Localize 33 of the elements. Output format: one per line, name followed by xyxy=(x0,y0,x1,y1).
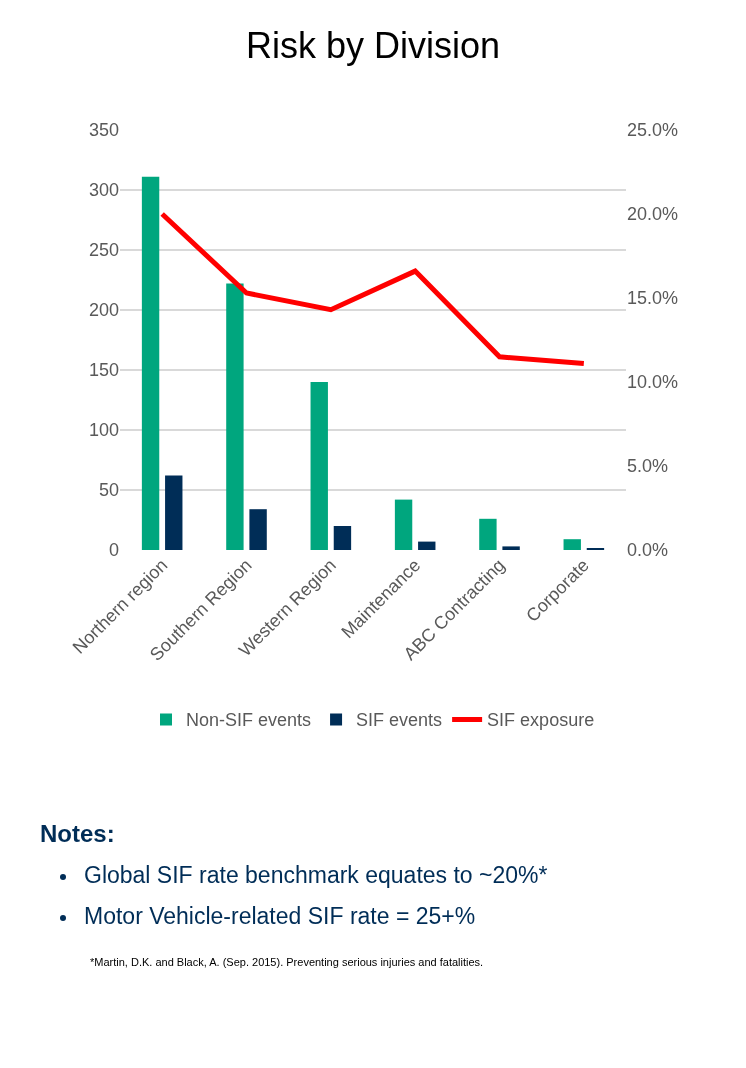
legend-label: SIF exposure xyxy=(487,710,595,731)
text: Notes: xyxy=(40,820,115,847)
legend-label: Non-SIF events xyxy=(186,710,312,731)
y-tick-label: 150 xyxy=(88,360,119,381)
bar xyxy=(394,499,413,550)
bar xyxy=(563,539,581,550)
bar xyxy=(418,541,436,550)
bar xyxy=(249,509,267,550)
y2-tick-label: 20.0% xyxy=(627,204,679,225)
y-tick-label: 0 xyxy=(108,540,119,561)
y2-tick-label: 15.0% xyxy=(627,288,679,309)
legend-label: SIF events xyxy=(356,710,443,731)
y2-tick-label: 25.0% xyxy=(627,120,679,141)
text: Global SIF rate benchmark equates to ~20%* xyxy=(84,862,548,888)
y-tick-label: 50 xyxy=(98,480,119,501)
bar xyxy=(333,526,352,550)
text: *Martin, D.K. and Black, A. (Sep. 2015). Preventing serious injuries and fatalities. xyxy=(90,956,484,968)
bar xyxy=(502,546,520,550)
y2-tick-label: 10.0% xyxy=(627,372,679,393)
y2-tick-label: 5.0% xyxy=(627,456,669,477)
chart-title: Risk by Division xyxy=(245,24,501,66)
y2-tick-label: 0.0% xyxy=(627,540,669,561)
y-tick-label: 350 xyxy=(88,120,119,141)
y-tick-label: 200 xyxy=(88,300,119,321)
bar xyxy=(226,283,244,550)
y-tick-label: 250 xyxy=(88,240,119,261)
bar xyxy=(479,518,497,550)
text: Motor Vehicle-related SIF rate = 25+% xyxy=(84,903,476,929)
y-tick-label: 300 xyxy=(88,180,119,201)
y-tick-label: 100 xyxy=(88,420,119,441)
bar xyxy=(141,176,160,550)
bar xyxy=(165,475,183,550)
bar xyxy=(310,382,328,550)
